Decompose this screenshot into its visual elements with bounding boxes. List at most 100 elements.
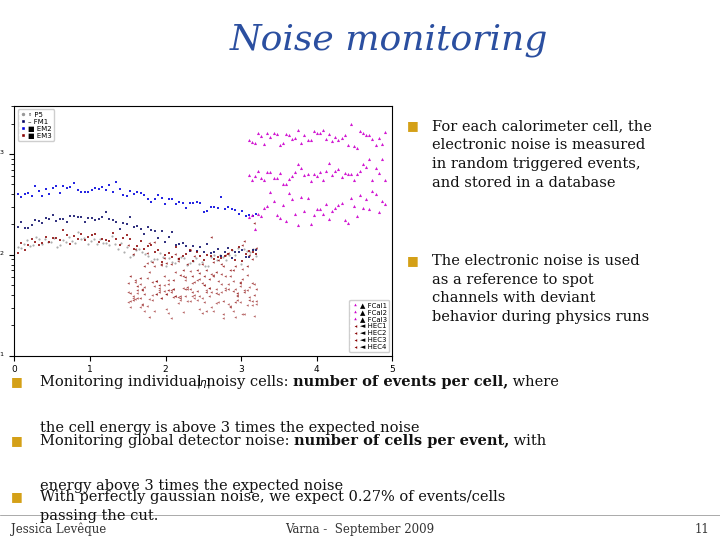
Point: [203, 284, 215, 292]
Point: [184, 247, 195, 255]
Point: [153, 284, 164, 293]
Point: [37, 219, 48, 227]
Point: [287, 194, 298, 203]
Point: [145, 241, 157, 249]
Point: [243, 253, 255, 261]
Point: [191, 247, 202, 255]
Point: [370, 141, 382, 150]
Point: [220, 286, 231, 294]
Point: [215, 269, 226, 278]
Point: [370, 189, 382, 198]
Point: [212, 252, 223, 261]
Point: [252, 210, 264, 219]
Point: [233, 247, 245, 256]
Point: [134, 279, 145, 288]
Point: [166, 258, 178, 266]
Point: [268, 129, 279, 138]
Point: [212, 204, 223, 212]
Point: [243, 293, 255, 301]
Point: [60, 238, 72, 246]
Point: [302, 194, 313, 202]
Point: [76, 234, 87, 243]
Point: [136, 247, 148, 256]
Point: [226, 204, 238, 213]
Point: [339, 215, 351, 224]
Point: [238, 288, 250, 296]
Point: [135, 237, 146, 245]
Point: [40, 185, 52, 193]
Point: [246, 279, 257, 287]
Point: [132, 294, 143, 302]
Point: [246, 211, 258, 219]
Point: [241, 301, 253, 309]
Point: [201, 286, 212, 294]
Point: [122, 287, 134, 296]
Point: [148, 282, 160, 291]
Point: [209, 255, 220, 264]
Point: [202, 207, 213, 215]
Point: [115, 238, 127, 247]
Point: [246, 254, 257, 263]
Point: [121, 192, 132, 200]
Point: [194, 242, 206, 251]
Point: [202, 240, 213, 248]
Point: [166, 228, 178, 237]
Point: [174, 295, 186, 304]
Point: [159, 199, 171, 208]
Point: [348, 202, 360, 211]
Point: [258, 176, 270, 184]
Point: [150, 290, 162, 299]
Point: [63, 232, 75, 241]
Point: [357, 129, 369, 138]
Point: [26, 234, 37, 243]
Point: [132, 288, 143, 297]
Point: [217, 261, 229, 270]
Point: [354, 126, 366, 135]
Point: [240, 212, 251, 221]
Point: [58, 236, 69, 245]
Point: [283, 188, 294, 197]
Point: [209, 203, 220, 212]
Point: [163, 195, 174, 204]
Point: [241, 285, 253, 294]
Point: [299, 206, 310, 215]
Point: [54, 236, 66, 245]
Point: [247, 246, 258, 254]
Point: [320, 134, 332, 143]
Point: [174, 254, 185, 263]
Point: [246, 138, 258, 147]
Text: Jessica Levêque: Jessica Levêque: [11, 523, 106, 536]
Point: [283, 130, 294, 139]
Point: [128, 245, 140, 253]
Point: [222, 285, 233, 294]
Point: [151, 254, 163, 263]
Point: [112, 245, 123, 254]
Point: [251, 246, 262, 255]
Point: [174, 271, 186, 280]
Point: [191, 276, 202, 285]
Point: [277, 139, 289, 147]
Point: [132, 282, 143, 291]
Point: [187, 256, 199, 265]
Point: [175, 253, 186, 261]
Point: [318, 125, 329, 134]
Point: [19, 224, 31, 232]
Point: [205, 252, 217, 260]
Point: [82, 233, 94, 241]
Point: [191, 248, 202, 256]
Text: Monitoring individual noisy cells:: Monitoring individual noisy cells:: [40, 375, 293, 389]
Point: [234, 277, 246, 286]
Point: [109, 240, 120, 248]
Point: [78, 217, 90, 226]
Point: [93, 185, 104, 193]
Point: [225, 272, 236, 280]
Point: [114, 241, 125, 249]
Point: [248, 218, 260, 227]
Point: [165, 260, 176, 268]
Point: [261, 202, 273, 211]
Point: [86, 185, 97, 194]
Point: [289, 168, 301, 177]
Point: [205, 302, 217, 311]
Point: [184, 297, 195, 306]
Point: [232, 296, 243, 305]
